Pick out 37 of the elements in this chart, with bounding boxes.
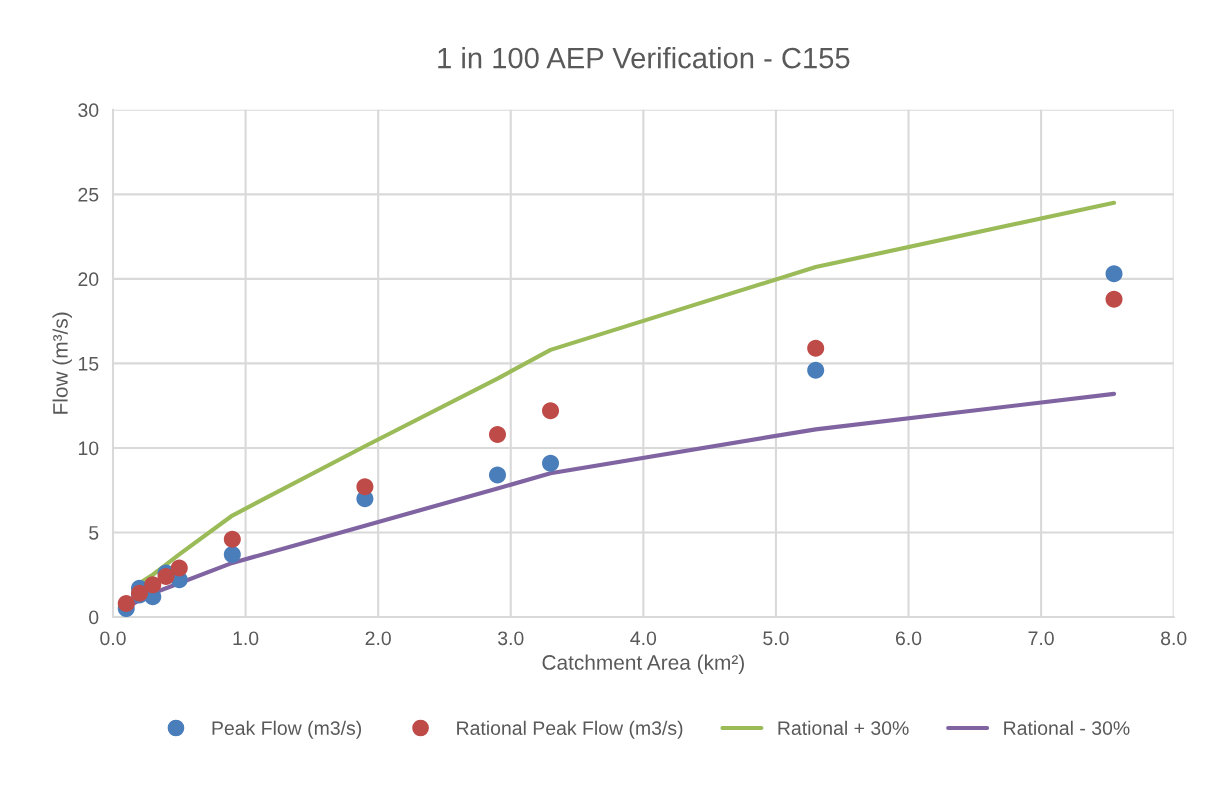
y-tick-label: 0 [89,610,99,625]
x-tick-label: 2.0 [365,631,391,646]
point [807,339,825,357]
legend-label: Rational Peak Flow (m3/s) [457,720,683,739]
point [144,576,162,594]
point [1105,265,1123,283]
legend-label: Peak Flow (m3/s) [212,720,362,739]
point [542,402,560,420]
point [1105,290,1123,308]
y-tick-label: 20 [78,272,99,287]
x-tick-label: 1.0 [233,631,259,646]
x-tick-label: 6.0 [895,631,922,646]
y-tick-label: 25 [78,187,99,202]
point [117,594,135,612]
legend-label: Rational + 30% [778,720,909,735]
y-tick-label: 30 [78,103,99,118]
x-tick-label: 0.0 [100,631,126,646]
point [488,425,506,443]
point [356,478,374,496]
x-tick-label: 5.0 [763,631,789,646]
x-tick-label: 3.0 [497,631,524,646]
legend-label: Rational - 30% [1004,720,1130,735]
y-axis-title: Flow (m³/s) [52,312,72,414]
point [542,454,560,472]
x-axis-title: Catchment Area (km²) [542,654,744,674]
point [223,530,241,548]
point [488,466,506,484]
x-tick-label: 4.0 [630,631,657,646]
x-tick-label: 7.0 [1028,631,1054,646]
y-tick-label: 10 [78,441,99,456]
point [807,361,825,379]
chart-title: 1 in 100 AEP Verification - C155 [438,47,850,69]
y-tick-label: 15 [78,357,99,371]
point [170,559,188,577]
x-tick-label: 8.0 [1161,631,1187,646]
y-tick-label: 5 [89,526,99,540]
point [223,545,241,563]
